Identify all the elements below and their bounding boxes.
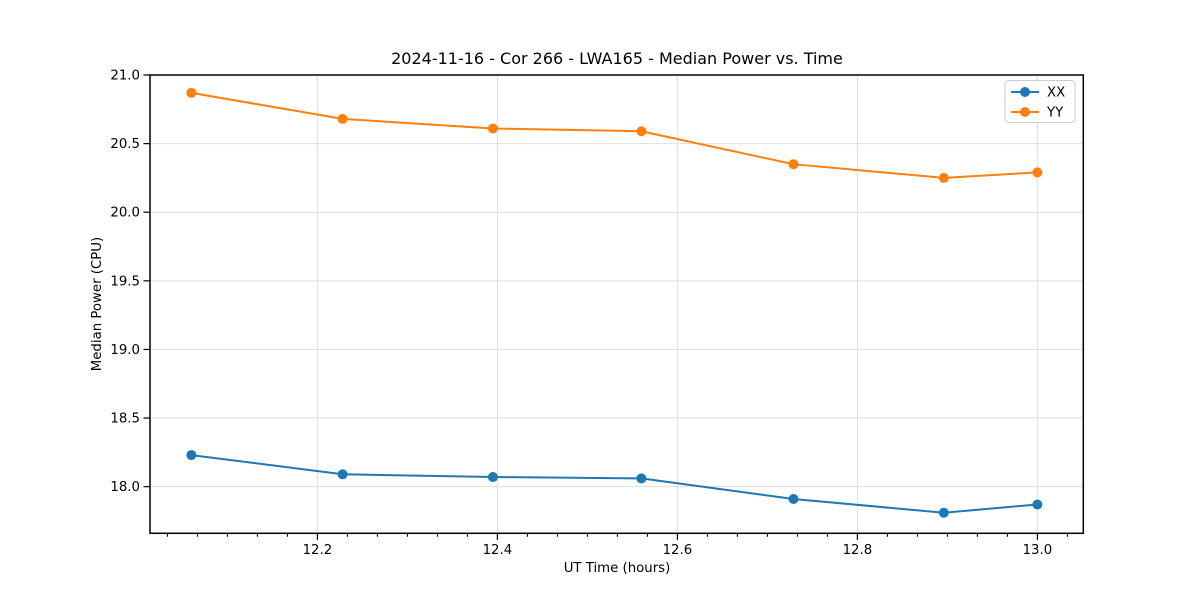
data-point-XX bbox=[1032, 499, 1043, 510]
data-point-XX bbox=[788, 494, 799, 504]
data-point-YY bbox=[636, 126, 647, 137]
y-tick-label: 20.5 bbox=[110, 137, 140, 152]
series-line-YY bbox=[190, 91, 1039, 179]
x-tick-label: 12.6 bbox=[663, 543, 693, 558]
data-point-YY bbox=[186, 87, 197, 98]
series-YY bbox=[186, 87, 1043, 183]
legend-label-XX: XX bbox=[1047, 86, 1065, 101]
grid bbox=[150, 74, 1084, 534]
series-XX bbox=[186, 450, 1043, 518]
data-point-XX bbox=[186, 450, 197, 461]
chart-title: 2024-11-16 - Cor 266 - LWA165 - Median P… bbox=[391, 49, 843, 68]
legend-sample-marker-XX bbox=[1020, 87, 1030, 97]
data-point-XX bbox=[636, 473, 647, 484]
plot-frame bbox=[149, 74, 1085, 535]
x-tick-label: 13.0 bbox=[1023, 543, 1053, 558]
data-point-XX bbox=[487, 472, 498, 483]
x-tick-label: 12.2 bbox=[303, 543, 333, 558]
data-point-YY bbox=[1032, 167, 1043, 178]
y-tick-label: 18.5 bbox=[110, 412, 140, 427]
x-tick-label: 12.4 bbox=[483, 543, 513, 558]
data-point-YY bbox=[337, 113, 348, 124]
y-tick-label: 18.0 bbox=[110, 480, 140, 495]
legend-label-YY: YY bbox=[1046, 106, 1064, 121]
data-point-YY bbox=[487, 123, 498, 134]
y-tick-label: 19.5 bbox=[110, 274, 140, 289]
y-tick-label: 21.0 bbox=[110, 69, 140, 84]
legend-sample-marker-YY bbox=[1020, 107, 1030, 117]
data-point-XX bbox=[938, 507, 949, 518]
legend: XX YY bbox=[1004, 80, 1076, 123]
x-tick-label: 12.8 bbox=[843, 543, 873, 558]
x-axis-label: UT Time (hours) bbox=[563, 561, 671, 576]
data-point-XX bbox=[337, 469, 348, 480]
axes-ticks: 12.2 12.4 12.6 12.8 13.0 18.0 18.5 19.0 19.5 20.0… bbox=[110, 69, 1068, 558]
data-point-YY bbox=[938, 172, 949, 183]
data-point-YY bbox=[788, 159, 799, 170]
series-line-XX bbox=[190, 454, 1039, 514]
y-axis-label-text: Median Power (CPU) bbox=[90, 236, 105, 372]
y-tick-label: 19.0 bbox=[110, 343, 140, 358]
y-tick-label: 20.0 bbox=[110, 206, 140, 221]
